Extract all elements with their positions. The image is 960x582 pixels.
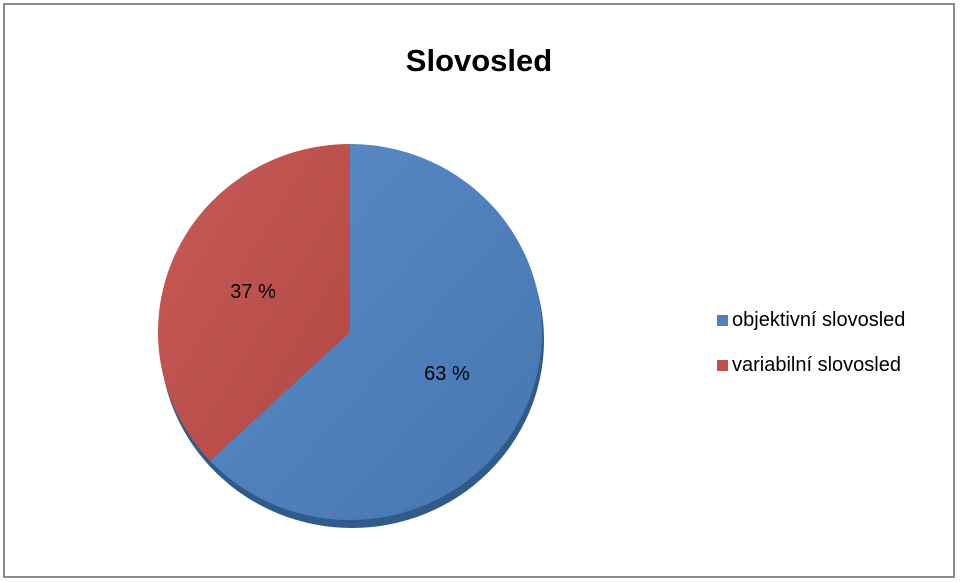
pie-slice-0 <box>210 144 542 520</box>
legend: objektivní slovosled variabilní slovosle… <box>717 307 905 397</box>
legend-swatch-objektivni <box>717 314 728 326</box>
pie-plot: 63 % 37 % <box>158 144 544 528</box>
pie-slice-1 <box>158 144 350 461</box>
legend-item-variabilni: variabilní slovosled <box>717 352 905 378</box>
pie-data-label-1: 37 % <box>230 281 276 303</box>
legend-label: variabilní slovosled <box>732 353 901 376</box>
chart-frame: Slovosled 63 % 37 % objektivní slovosled … <box>3 3 955 578</box>
legend-label: objektivní slovosled <box>732 308 906 331</box>
legend-swatch-variabilni <box>717 359 728 371</box>
legend-item-objektivni: objektivní slovosled <box>717 307 905 333</box>
pie-data-label-0: 63 % <box>424 363 470 385</box>
chart-title: Slovosled <box>405 43 553 78</box>
